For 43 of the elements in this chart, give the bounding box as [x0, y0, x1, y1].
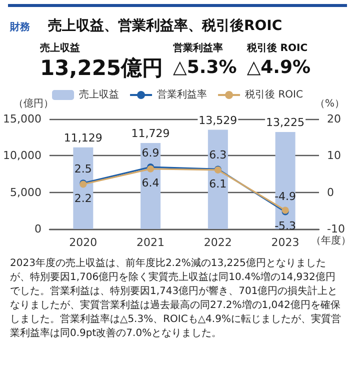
data-label: 11,129	[64, 131, 102, 144]
x-tick-label: 2022	[204, 236, 232, 249]
chart-title: 売上収益、営業利益率、税引後ROIC	[48, 17, 282, 35]
y2-tick-label: 20	[327, 112, 341, 126]
y2-axis-title: （%）	[315, 98, 345, 110]
data-label: 11,729	[131, 126, 170, 140]
y2-tick-label: 0	[327, 186, 334, 199]
x-tick-label: 2020	[69, 236, 98, 249]
data-label: -4.9	[274, 190, 296, 203]
data-label: 6.9	[142, 146, 160, 160]
legend-label: 営業利益率	[157, 88, 208, 100]
x-tick-label: 2021	[136, 236, 165, 249]
y-tick-label: 10,000	[2, 149, 42, 162]
bar	[208, 130, 228, 229]
y-tick-label: 5,000	[10, 186, 42, 199]
data-label: -5.3	[274, 219, 296, 232]
text: 13,225億円	[40, 55, 164, 81]
y2-tick-label: -10	[327, 222, 345, 236]
text: 税引後 ROIC	[246, 42, 309, 55]
text: 営業利益率	[173, 41, 224, 55]
text: 売上収益	[40, 42, 81, 55]
bar	[275, 132, 296, 229]
data-label: 6.4	[142, 176, 160, 190]
data-label: 6.1	[209, 177, 227, 190]
bar	[140, 142, 161, 229]
data-label: 13,225	[266, 116, 305, 130]
text: △5.3%	[173, 56, 237, 80]
text: 2023年度の売上収益は、前年度比2.2%減の13,225億円となりましたが、特別要因1,706億円を除く実質売上収益は同10.4%増の14,932億円でした。営業利益は、特別要因1,743億円が響き、701億円の損失計上となりましたが、実質営業利益は過去最高の同27.2%増の1,042億円を確保しました。営業利益率は△5.3%、ROICも△4.9%に転じましたが、実質営業利益率は同0.9pt改善の7.0%となりました。	[10, 257, 342, 341]
x-axis-title: （年度）	[311, 234, 351, 246]
y-tick-label: 15,000	[2, 112, 42, 126]
y-tick-label: 0	[34, 222, 42, 236]
y-axis-title: （億円）	[13, 98, 54, 110]
data-label: 13,529	[198, 114, 238, 127]
data-label: 2.2	[74, 192, 92, 205]
text: △4.9%	[246, 56, 311, 80]
data-label: 6.3	[209, 148, 227, 162]
legend-label: 税引後 ROIC	[245, 88, 303, 100]
data-label: 2.5	[74, 162, 92, 176]
chart-subtitle: 財務	[10, 20, 30, 34]
bar	[73, 147, 94, 229]
x-tick-label: 2023	[271, 236, 300, 249]
y2-tick-label: 10	[327, 149, 341, 162]
legend-label: 売上収益	[79, 88, 120, 100]
